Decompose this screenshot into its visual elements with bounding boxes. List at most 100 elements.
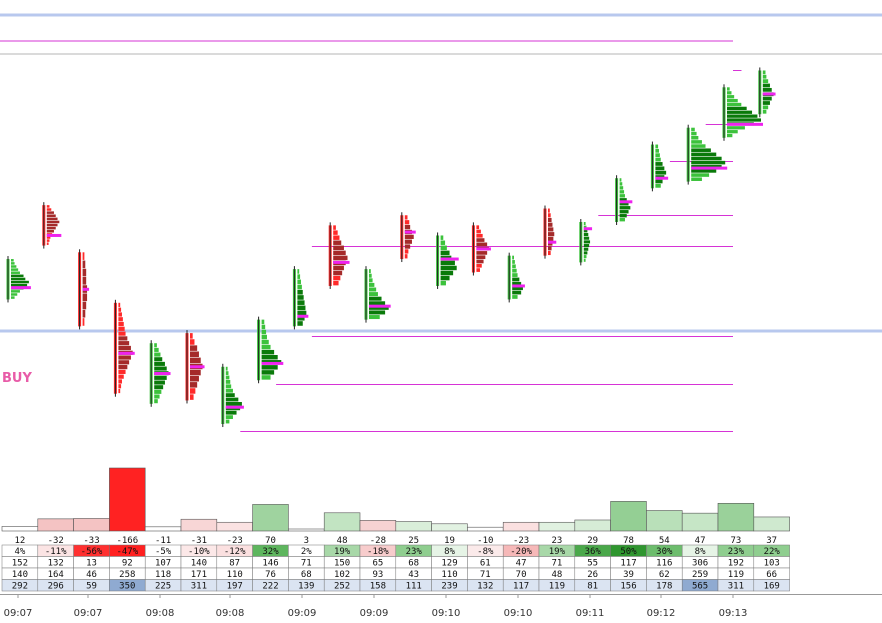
profile-row [261, 324, 266, 330]
profile-row [118, 312, 122, 317]
table-cell: 102 [323, 567, 361, 580]
candle-wick [329, 222, 331, 289]
delta-bar: 47 [681, 512, 719, 546]
footprint-candle [436, 232, 459, 289]
table-cell: 117 [502, 579, 540, 591]
profile-row [619, 198, 627, 202]
table-cell-text: 197 [227, 581, 243, 591]
profile-row [297, 300, 305, 305]
profile-row [583, 255, 587, 259]
table-cell: 140 [1, 567, 39, 580]
candle-wick [580, 218, 582, 266]
poc-marker [404, 230, 416, 234]
profile-row [727, 118, 761, 122]
profile-row [727, 133, 733, 138]
table-cell: 178 [646, 579, 683, 591]
profile-row [727, 130, 738, 134]
profile-row [727, 87, 730, 91]
profile-row [691, 148, 711, 152]
table-cell-text: 26 [587, 570, 598, 580]
table-cell: -10% [180, 544, 218, 557]
poc-marker [190, 365, 205, 369]
delta-value: -33 [83, 536, 99, 546]
profile-row [225, 388, 233, 393]
profile-row [762, 74, 767, 79]
profile-row [154, 357, 163, 362]
profile-row [691, 127, 695, 132]
profile-row [225, 366, 228, 371]
profile-row [548, 222, 553, 227]
table-cell: 258 [109, 567, 146, 580]
delta-value: -28 [370, 536, 386, 546]
profile-row [190, 333, 193, 339]
profile-row [333, 270, 343, 276]
profile-row [82, 309, 86, 318]
table-cell-text: 292 [12, 581, 28, 591]
table-cell: 139 [288, 579, 325, 591]
delta-bar: 73 [717, 502, 755, 546]
profile-row [762, 105, 769, 110]
delta-bar: -11 [144, 526, 182, 546]
table-cell-text: -18% [367, 547, 389, 557]
profile-row [82, 276, 87, 285]
profile-row [190, 375, 199, 382]
table-cell: 68 [288, 567, 325, 580]
table-cell: 119 [538, 579, 576, 591]
profile-row [727, 106, 747, 111]
table-cell-text: -20% [510, 547, 532, 557]
profile-row [118, 369, 126, 374]
delta-value: 23 [551, 536, 562, 546]
table-cell-text: 132 [477, 581, 493, 591]
delta-bar: 12 [1, 526, 39, 546]
profile-row [583, 221, 586, 226]
table-cell: 225 [144, 579, 182, 591]
profile-row [225, 397, 239, 402]
profile-row [440, 245, 447, 251]
profile-row [369, 269, 371, 274]
profile-row [11, 296, 15, 299]
delta-bar-rect [574, 519, 611, 532]
profile-row [476, 242, 488, 247]
profile-row [225, 402, 242, 406]
profile-row [369, 292, 378, 297]
table-cell: 117 [610, 556, 647, 568]
footprint-candle [507, 252, 525, 303]
table-cell-text: 55 [587, 558, 598, 568]
profile-row [261, 339, 269, 345]
delta-bar-rect [37, 518, 74, 532]
profile-row [225, 379, 231, 384]
table-cell: 71 [288, 556, 325, 568]
profile-row [333, 245, 344, 251]
time-label: 09:12 [647, 608, 676, 619]
table-cell: -5% [144, 544, 182, 557]
table-cell-text: 164 [48, 570, 64, 580]
table-cell-text: 169 [764, 581, 780, 591]
table-cell-text: 139 [298, 581, 314, 591]
profile-row [82, 260, 86, 269]
profile-row [512, 268, 517, 273]
table-cell: 22% [753, 544, 790, 557]
delta-bar: 3 [288, 528, 325, 546]
profile-row [82, 318, 85, 326]
time-axis: 09:07 09:07 09:08 09:08 09:09 09:09 09:10 09:10… [0, 594, 882, 619]
profile-row [225, 375, 230, 380]
candle-wick [43, 202, 45, 249]
table-cell: -11% [37, 544, 74, 557]
table-cell-text: 87 [229, 558, 240, 568]
footprint-candle [686, 124, 728, 185]
table-cell: 71 [467, 567, 504, 580]
table-cell: -20% [502, 544, 540, 557]
delta-bar-rect [73, 518, 110, 532]
table-cell-text: 103 [764, 558, 780, 568]
profile-row [548, 246, 552, 251]
profile-row [619, 178, 622, 182]
profile-row [762, 109, 767, 114]
table-cell: 107 [144, 556, 182, 568]
profile-row [369, 305, 389, 310]
delta-value: -31 [191, 536, 207, 546]
delta-value: 47 [695, 536, 706, 546]
profile-row [691, 156, 722, 161]
footprint-candle [78, 249, 90, 330]
profile-row [190, 369, 201, 376]
table-cell-text: 47 [516, 558, 527, 568]
